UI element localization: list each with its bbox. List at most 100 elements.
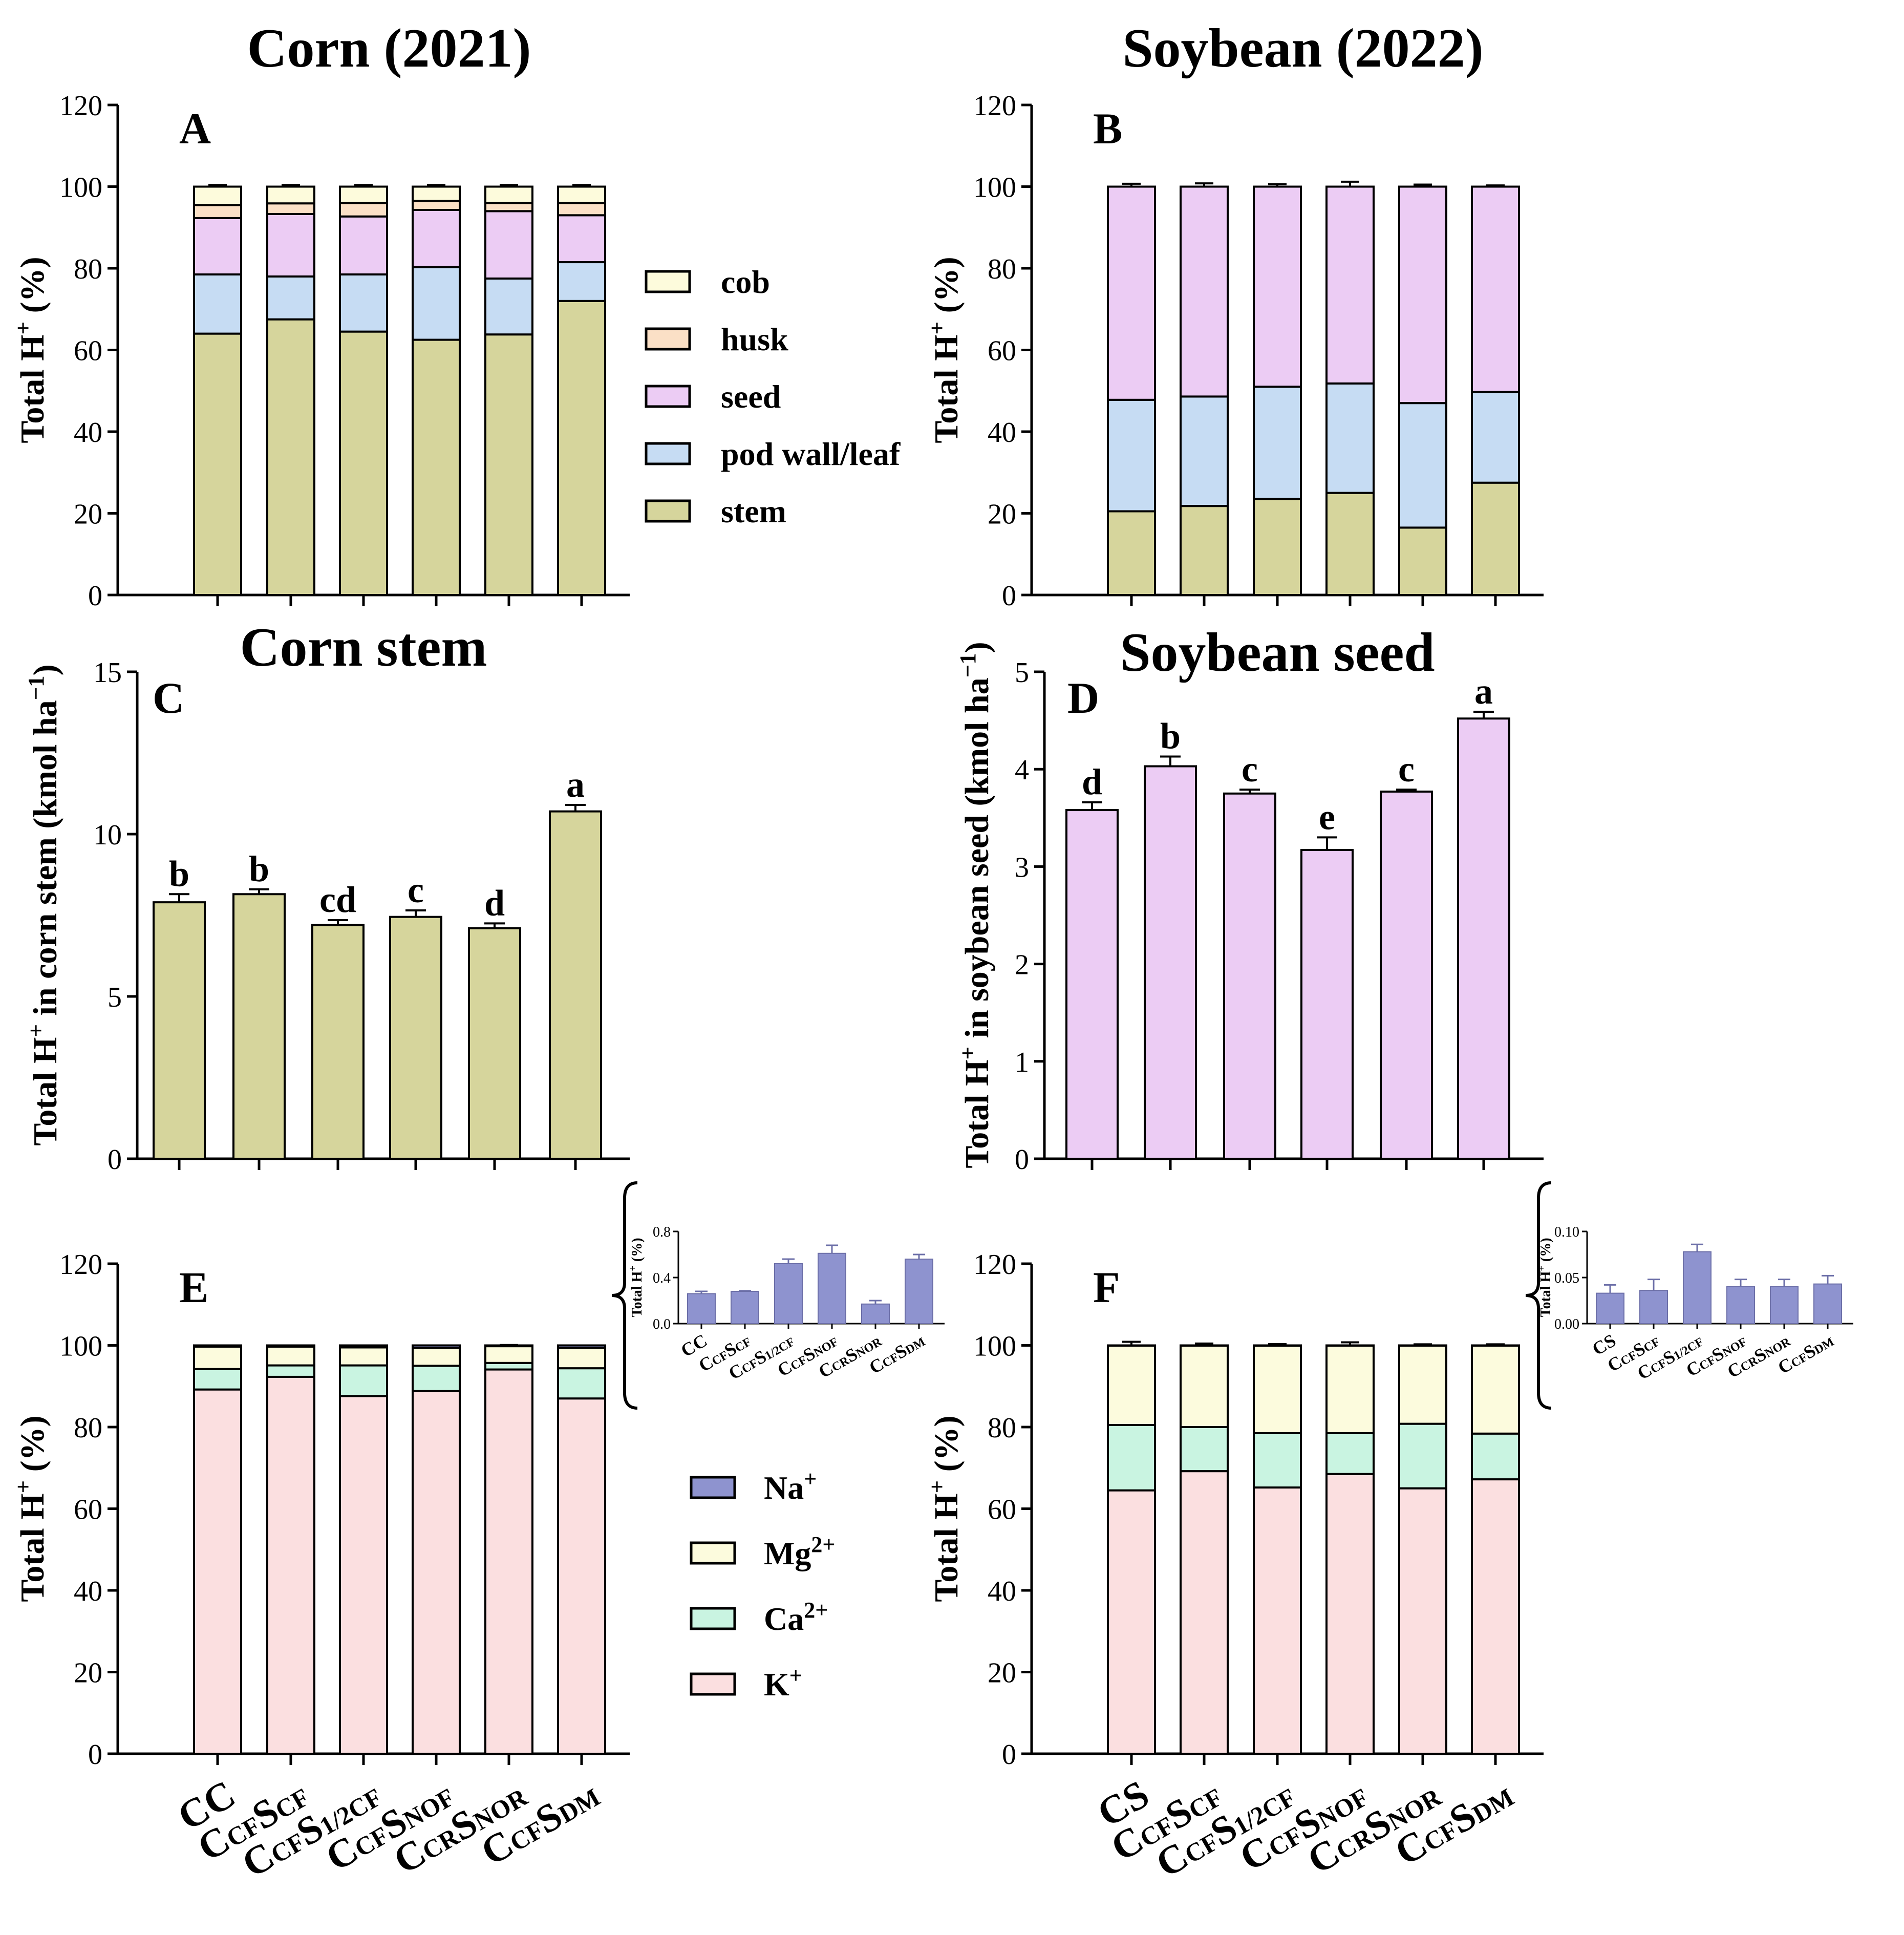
legend-label: seed bbox=[721, 378, 781, 415]
legend-organs: cob husk seed pod wall/leaf stem bbox=[645, 264, 901, 529]
bar bbox=[1813, 1283, 1842, 1325]
y-tick-label: 0 bbox=[1002, 1739, 1016, 1771]
y-tick-label: 0 bbox=[1015, 1144, 1029, 1176]
y-tick-label: 2 bbox=[1015, 949, 1029, 981]
y-axis-label: Total H+ (%) bbox=[1536, 1238, 1554, 1317]
bar-segment-stem bbox=[1325, 492, 1375, 596]
bar-segment-cob bbox=[557, 185, 606, 204]
y-tick-label: 0.05 bbox=[1554, 1270, 1579, 1286]
bar-segment-k- bbox=[1471, 1478, 1520, 1755]
y-tick-label: 20 bbox=[988, 499, 1016, 530]
legend-swatch bbox=[690, 1607, 736, 1630]
bar-segment-pod-wall-leaf bbox=[1180, 395, 1229, 507]
bar bbox=[774, 1263, 803, 1324]
text-part: Na bbox=[764, 1470, 804, 1506]
y-tick-label: 0 bbox=[108, 1144, 122, 1176]
y-axis-label: Total H+ (%) bbox=[10, 1415, 51, 1602]
bar-segment-na- bbox=[193, 1344, 242, 1348]
chart-title: Soybean seed bbox=[1120, 622, 1435, 683]
bar bbox=[687, 1293, 716, 1324]
bar-segment-cob bbox=[193, 185, 242, 206]
bar-segment-stem bbox=[1253, 498, 1302, 597]
bar bbox=[1223, 792, 1276, 1160]
bar-segment-mg2- bbox=[412, 1347, 461, 1367]
text-part: + bbox=[1536, 1265, 1547, 1271]
y-tick-label: 0.8 bbox=[653, 1224, 671, 1240]
brace-F bbox=[1525, 1181, 1552, 1410]
bar-segment-stem bbox=[1398, 526, 1447, 596]
y-axis-label: Total H+ (%) bbox=[10, 257, 51, 443]
bar-segment-ca2- bbox=[1471, 1432, 1520, 1481]
bar-segment-k- bbox=[1253, 1486, 1302, 1755]
bar-segment-seed bbox=[339, 215, 388, 275]
brace bbox=[611, 1181, 638, 1410]
bar-segment-k- bbox=[1325, 1473, 1375, 1755]
inset-F: 0.000.050.10CSCCFSCFCCFS1/2CFCCFSNOFCCRS… bbox=[1536, 1224, 1853, 1384]
legend-swatch bbox=[645, 499, 691, 523]
bar-segment-seed bbox=[484, 210, 533, 280]
y-tick-label: 20 bbox=[74, 499, 102, 530]
bar-segment-na- bbox=[557, 1344, 606, 1349]
bar bbox=[389, 916, 442, 1160]
bar-segment-na- bbox=[412, 1344, 461, 1349]
y-axis-label: Total H+ in soybean seed (kmol ha−1) bbox=[955, 642, 996, 1168]
y-tick-label: 15 bbox=[93, 657, 122, 689]
legend-label: Mg2+ bbox=[764, 1532, 835, 1572]
y-tick-label: 60 bbox=[988, 335, 1016, 367]
y-tick-label: 20 bbox=[74, 1657, 102, 1689]
panel-label: A bbox=[179, 104, 211, 153]
text-part: + bbox=[804, 1466, 817, 1492]
bar-segment-seed bbox=[193, 217, 242, 275]
significance-letter: e bbox=[1319, 796, 1335, 837]
bar-segment-seed bbox=[1107, 185, 1156, 401]
text-part: Total H bbox=[629, 1271, 645, 1317]
text-part: (%) bbox=[1538, 1238, 1554, 1265]
bar-segment-seed bbox=[412, 208, 461, 268]
text-part: Total H bbox=[1538, 1271, 1554, 1317]
bar-segment-na- bbox=[339, 1344, 388, 1349]
text-part: NOF bbox=[811, 1335, 841, 1360]
bar bbox=[1065, 809, 1119, 1160]
text-part: −1 bbox=[955, 653, 980, 677]
legend-swatch bbox=[690, 1476, 736, 1499]
chart-title: Soybean (2022) bbox=[1122, 18, 1483, 79]
bar bbox=[1683, 1251, 1712, 1325]
y-tick-label: 0.00 bbox=[1554, 1316, 1579, 1332]
y-tick-label: 100 bbox=[59, 172, 102, 204]
y-tick-label: 0.0 bbox=[653, 1316, 671, 1332]
legend-label: pod wall/leaf bbox=[721, 436, 901, 472]
bar bbox=[1639, 1290, 1668, 1324]
brace bbox=[1525, 1181, 1552, 1410]
bar-segment-cob bbox=[339, 185, 388, 204]
y-tick-label: 60 bbox=[74, 1494, 102, 1526]
legend-label: husk bbox=[721, 321, 788, 357]
text-part: (%) bbox=[928, 1415, 965, 1480]
bar-segment-husk bbox=[339, 202, 388, 218]
bar bbox=[1770, 1286, 1799, 1324]
bar-segment-mg2- bbox=[1107, 1344, 1156, 1427]
legend-swatch bbox=[645, 270, 691, 293]
bar-segment-mg2- bbox=[1398, 1344, 1447, 1425]
panel-label: C bbox=[153, 673, 184, 722]
text-part: + bbox=[924, 1480, 950, 1494]
bar-segment-ca2- bbox=[1325, 1432, 1375, 1475]
bar-segment-ca2- bbox=[266, 1364, 315, 1378]
text-part: + bbox=[627, 1265, 638, 1271]
panel-label: B bbox=[1093, 104, 1122, 153]
text-part: + bbox=[924, 322, 950, 335]
bar-segment-stem bbox=[1471, 481, 1520, 596]
bar bbox=[153, 901, 206, 1160]
bar-segment-seed bbox=[1253, 185, 1302, 388]
significance-letter: b bbox=[1160, 715, 1181, 756]
panel-label: F bbox=[1093, 1263, 1120, 1312]
legend-label: cob bbox=[721, 264, 770, 300]
y-tick-label: 0 bbox=[88, 580, 102, 612]
bar-segment-ca2- bbox=[557, 1367, 606, 1400]
y-tick-label: 0 bbox=[1002, 580, 1016, 612]
text-part: Total H bbox=[928, 334, 965, 443]
bar-segment-seed bbox=[1325, 185, 1375, 385]
y-axis-label: Total H+ (%) bbox=[924, 1415, 965, 1602]
text-part: Total H bbox=[27, 1037, 64, 1145]
significance-letter: d bbox=[484, 882, 505, 923]
